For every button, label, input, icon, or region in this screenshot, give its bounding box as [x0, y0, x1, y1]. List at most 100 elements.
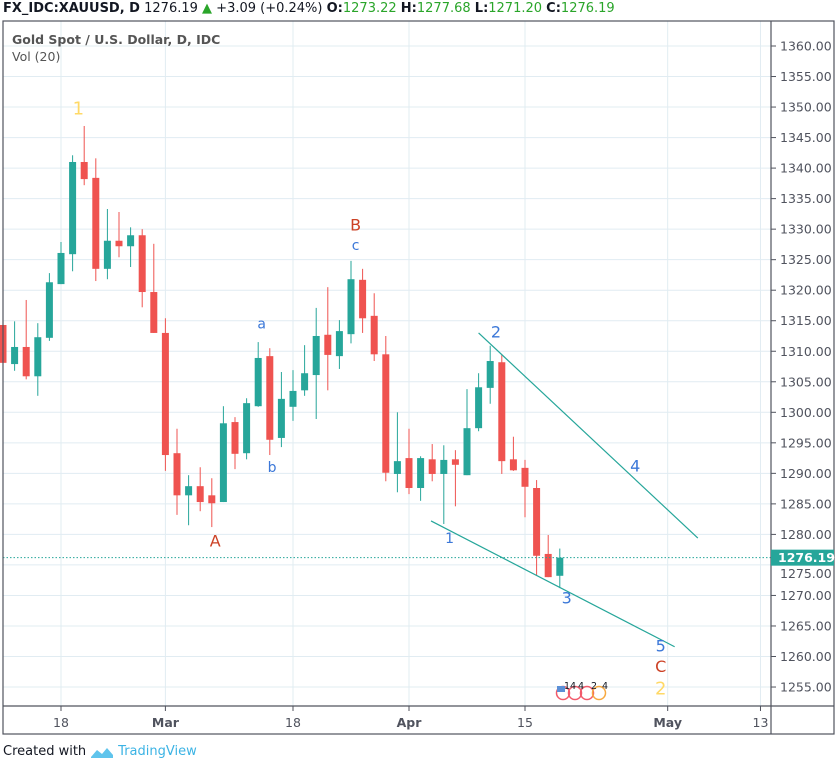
candle-body — [370, 315, 378, 355]
wave-label: b — [268, 460, 277, 476]
candle-up — [277, 372, 285, 448]
wave-label: 1 — [73, 99, 84, 120]
time-tick-label: 15 — [517, 715, 533, 730]
legend-title: Gold Spot / U.S. Dollar, D, IDC — [12, 32, 221, 47]
price-tick-label: 1260.00 — [780, 649, 832, 664]
footer: Created with TradingView — [3, 744, 197, 759]
candle-down — [150, 243, 158, 333]
time-axis[interactable]: 18 Mar 18 Apr 15 May 13 — [53, 706, 768, 730]
candle-body — [405, 458, 413, 489]
symbol-header: FX_IDC:XAUUSD, D 1276.19 ▲ +3.09 (+0.24%… — [3, 1, 615, 16]
price-tick-label: 1330.00 — [780, 222, 832, 237]
candle-body — [243, 403, 251, 454]
event-marker-icon — [579, 685, 595, 701]
candle-up — [417, 456, 425, 501]
grid — [3, 21, 771, 706]
wave-label: 2 — [491, 322, 501, 341]
wave-label: 3 — [562, 588, 572, 607]
candle-up — [34, 323, 42, 396]
candle-down — [161, 318, 169, 471]
candle-body — [208, 495, 216, 504]
wave-label: a — [257, 317, 266, 333]
price-tick-label: 1315.00 — [780, 313, 832, 328]
price-tick-label: 1300.00 — [780, 405, 832, 420]
volume-indicator-label[interactable]: Vol (20) — [12, 49, 61, 64]
price-tick-label: 1255.00 — [780, 680, 832, 695]
price-tick-label: 1310.00 — [780, 344, 832, 359]
candle-up — [243, 398, 251, 460]
candle-body — [219, 423, 227, 503]
candle-up — [11, 321, 19, 371]
candle-body — [451, 459, 459, 465]
candle-body — [347, 279, 355, 335]
candle-body — [231, 422, 239, 454]
time-tick-label: May — [653, 715, 682, 730]
candle-down — [382, 335, 390, 482]
time-tick-label: 18 — [53, 715, 69, 730]
candle-up — [69, 155, 77, 272]
price-tick-label: 1340.00 — [780, 161, 832, 176]
candle-body — [277, 398, 285, 438]
candle-body — [359, 279, 367, 319]
tradingview-link[interactable]: TradingView — [118, 744, 197, 759]
candle-down — [324, 287, 332, 391]
candle-body — [393, 461, 401, 474]
wave-label: 2 — [655, 679, 666, 700]
candle-down — [370, 293, 378, 362]
chart-legend: Gold Spot / U.S. Dollar, D, IDC Vol (20) — [12, 31, 220, 65]
event-count: 2 — [591, 681, 597, 692]
candle-body — [463, 428, 471, 476]
wave-label: c — [352, 238, 360, 254]
candle-down — [509, 436, 517, 471]
price-tick-label: 1290.00 — [780, 466, 832, 481]
candle-down — [231, 417, 239, 470]
candle-body — [103, 240, 111, 269]
candle-down — [92, 158, 100, 282]
price-tick-label: 1275.00 — [780, 566, 832, 581]
candle-down — [173, 428, 181, 515]
candle-up — [254, 342, 262, 407]
candle-body — [150, 292, 158, 333]
price-tick-label: 1305.00 — [780, 374, 832, 389]
candle-body — [92, 177, 100, 269]
candle-body — [382, 354, 390, 473]
price-tick-label: 1355.00 — [780, 69, 832, 84]
trendlines — [3, 332, 771, 648]
price-tick-label: 1270.00 — [780, 588, 832, 603]
candle-body — [544, 553, 552, 578]
candle-up — [103, 209, 111, 280]
last-price: 1276.19 — [144, 1, 198, 16]
candles — [0, 125, 564, 589]
flag-icon — [557, 686, 565, 692]
candle-up — [475, 373, 483, 432]
candle-body — [312, 335, 320, 376]
candle-down — [208, 478, 216, 528]
candle-down — [498, 354, 506, 474]
price-tick-label: 1325.00 — [780, 252, 832, 267]
up-arrow-icon: ▲ — [202, 1, 213, 16]
price-tick-label: 1360.00 — [780, 39, 832, 54]
candle-body — [301, 373, 309, 391]
candle-up — [301, 345, 309, 396]
low-label: L: — [474, 1, 489, 16]
candle-body — [428, 459, 436, 474]
last-price-badge — [771, 549, 834, 566]
trendline-lower — [430, 520, 675, 648]
candle-up — [347, 260, 355, 344]
open-value: 1273.22 — [342, 1, 397, 16]
candle-down — [22, 299, 30, 380]
time-tick-label: Mar — [152, 715, 180, 730]
candle-body — [57, 252, 65, 285]
price-tick-label: 1335.00 — [780, 191, 832, 206]
tradingview-logo-icon — [91, 747, 114, 758]
candle-body — [289, 390, 297, 407]
candle-body — [254, 357, 262, 407]
candle-body — [11, 346, 19, 365]
candle-down — [521, 459, 529, 518]
candle-up — [289, 370, 297, 421]
price-axis[interactable]: 1255.00 1260.00 1265.00 1270.00 1275.00 1280.… — [771, 39, 835, 695]
candle-down — [544, 535, 552, 578]
chart-frame — [2, 20, 835, 735]
candle-up — [57, 241, 65, 285]
